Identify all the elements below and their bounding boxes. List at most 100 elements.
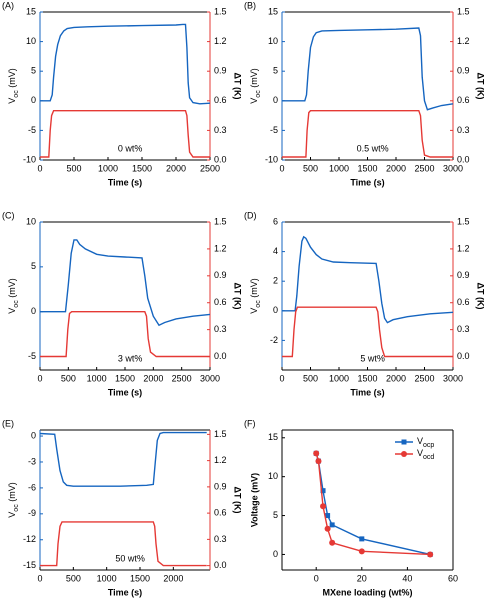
y2-tick-label: 1.2 [214, 36, 227, 46]
y2-tick-label: 1.2 [214, 455, 227, 465]
data-line [315, 453, 431, 556]
y-tick-label: 15 [268, 6, 278, 16]
y2-tick-label: 0.9 [214, 270, 227, 280]
x-tick-label: 20 [357, 573, 367, 583]
x-tick-label: 3000 [443, 373, 463, 383]
x-tick-label: 3000 [443, 163, 463, 173]
annotation: 0 wt% [118, 143, 143, 153]
y2-tick-label: 1.5 [457, 216, 470, 226]
y2-tick-label: 0.9 [214, 66, 227, 76]
y-tick-label: -5 [28, 125, 36, 135]
y-tick-label: 2 [273, 276, 278, 286]
annotation: 0.5 wt% [357, 143, 389, 153]
y-tick-label: 6 [273, 216, 278, 226]
y2-tick-label: 0.3 [214, 125, 227, 135]
panel-label: (F) [244, 418, 256, 428]
y2-axis-label: ΔT (K) [233, 283, 243, 310]
data-line [40, 110, 210, 158]
x-tick-label: 2500 [414, 373, 434, 383]
y-tick-label: -15 [23, 560, 36, 570]
x-tick-label: 2500 [172, 373, 192, 383]
data-line [40, 311, 210, 358]
data-line [40, 23, 211, 105]
panel-label: (B) [244, 0, 256, 10]
panel-label: (A) [2, 0, 14, 10]
y-tick-label: -9 [28, 508, 36, 518]
x-tick-label: 3000 [200, 373, 220, 383]
marker [320, 503, 327, 510]
annotation: 3 wt% [118, 353, 143, 363]
data-line [40, 521, 207, 567]
marker [358, 548, 365, 555]
y-axis-label: Voc (mV) [249, 278, 262, 313]
y-axis-label: Voc (mV) [249, 68, 262, 103]
x-tick-label: 0 [37, 373, 42, 383]
x-tick-label: 0 [279, 163, 284, 173]
x-tick-label: 0 [37, 573, 42, 583]
x-axis-label: MXene loading (wt%) [323, 587, 413, 597]
x-tick-label: 1500 [357, 373, 377, 383]
y2-tick-label: 0.9 [214, 481, 227, 491]
x-tick-label: 1500 [132, 163, 152, 173]
y2-tick-label: 0.0 [457, 351, 470, 361]
x-axis-label: Time (s) [350, 177, 384, 187]
y2-tick-label: 0.0 [214, 560, 227, 570]
x-tick-label: 1500 [130, 573, 150, 583]
x-tick-label: 1500 [115, 373, 135, 383]
data-line [40, 239, 211, 327]
y2-tick-label: 0.0 [457, 154, 470, 164]
data-line [315, 453, 431, 556]
x-tick-label: 500 [303, 373, 318, 383]
y-tick-label: 0 [273, 95, 278, 105]
panel-label: (C) [2, 210, 15, 220]
y-axis-label: Voc (mV) [7, 278, 20, 313]
x-tick-label: 1000 [329, 163, 349, 173]
y2-tick-label: 1.5 [214, 6, 227, 16]
y-tick-label: -6 [28, 482, 36, 492]
x-axis-label: Time (s) [108, 177, 142, 187]
y-tick-label: 10 [26, 216, 36, 226]
y-tick-label: -3 [28, 456, 36, 466]
x-tick-label: 1000 [329, 373, 349, 383]
y-tick-label: -10 [23, 154, 36, 164]
x-tick-label: 500 [61, 373, 76, 383]
y-tick-label: -10 [265, 154, 278, 164]
y-tick-label: 10 [268, 471, 278, 481]
marker [320, 488, 326, 494]
y-axis-label: Voc (mV) [7, 68, 20, 103]
y-axis-label: Voltage (mV) [249, 473, 259, 527]
x-tick-label: 1000 [87, 373, 107, 383]
y2-tick-label: 0.9 [457, 66, 470, 76]
legend-marker [401, 439, 407, 445]
annotation: 50 wt% [115, 553, 145, 563]
y2-axis-label: ΔT (K) [476, 283, 485, 310]
y2-tick-label: 0.3 [457, 324, 470, 334]
data-line [282, 235, 454, 324]
x-tick-label: 2000 [166, 163, 186, 173]
y2-tick-label: 0.6 [457, 297, 470, 307]
y2-tick-label: 0.3 [214, 534, 227, 544]
y-tick-label: -5 [28, 351, 36, 361]
x-tick-label: 1500 [357, 163, 377, 173]
y-tick-label: 0 [273, 305, 278, 315]
panel-label: (D) [244, 210, 257, 220]
y2-tick-label: 0.3 [457, 125, 470, 135]
y2-tick-label: 1.5 [214, 216, 227, 226]
y2-tick-label: 0.0 [214, 351, 227, 361]
x-tick-label: 1000 [97, 573, 117, 583]
y-tick-label: 10 [26, 36, 36, 46]
y-tick-label: 5 [273, 510, 278, 520]
y2-tick-label: 0.6 [214, 508, 227, 518]
marker [313, 450, 320, 457]
x-tick-label: 500 [66, 573, 81, 583]
y2-tick-label: 0.6 [457, 95, 470, 105]
y2-tick-label: 1.2 [457, 36, 470, 46]
marker [325, 513, 331, 519]
marker [329, 539, 336, 546]
x-tick-label: 500 [66, 163, 81, 173]
y2-axis-label: ΔT (K) [233, 487, 243, 514]
y-tick-label: -2 [270, 335, 278, 345]
y2-tick-label: 0.9 [457, 270, 470, 280]
y-tick-label: 10 [268, 36, 278, 46]
x-tick-label: 2500 [200, 163, 220, 173]
